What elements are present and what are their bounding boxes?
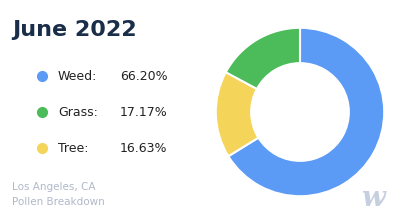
Text: Grass:: Grass:	[58, 106, 98, 118]
Text: 17.17%: 17.17%	[120, 106, 168, 118]
Text: Tree:: Tree:	[58, 142, 88, 155]
Text: 16.63%: 16.63%	[120, 142, 168, 155]
Text: w: w	[361, 185, 385, 212]
Text: Weed:: Weed:	[58, 69, 97, 82]
Text: June 2022: June 2022	[12, 20, 137, 40]
Wedge shape	[226, 28, 300, 89]
Wedge shape	[228, 28, 384, 196]
Wedge shape	[216, 72, 258, 156]
Text: Los Angeles, CA
Pollen Breakdown: Los Angeles, CA Pollen Breakdown	[12, 182, 105, 207]
Text: 66.20%: 66.20%	[120, 69, 168, 82]
